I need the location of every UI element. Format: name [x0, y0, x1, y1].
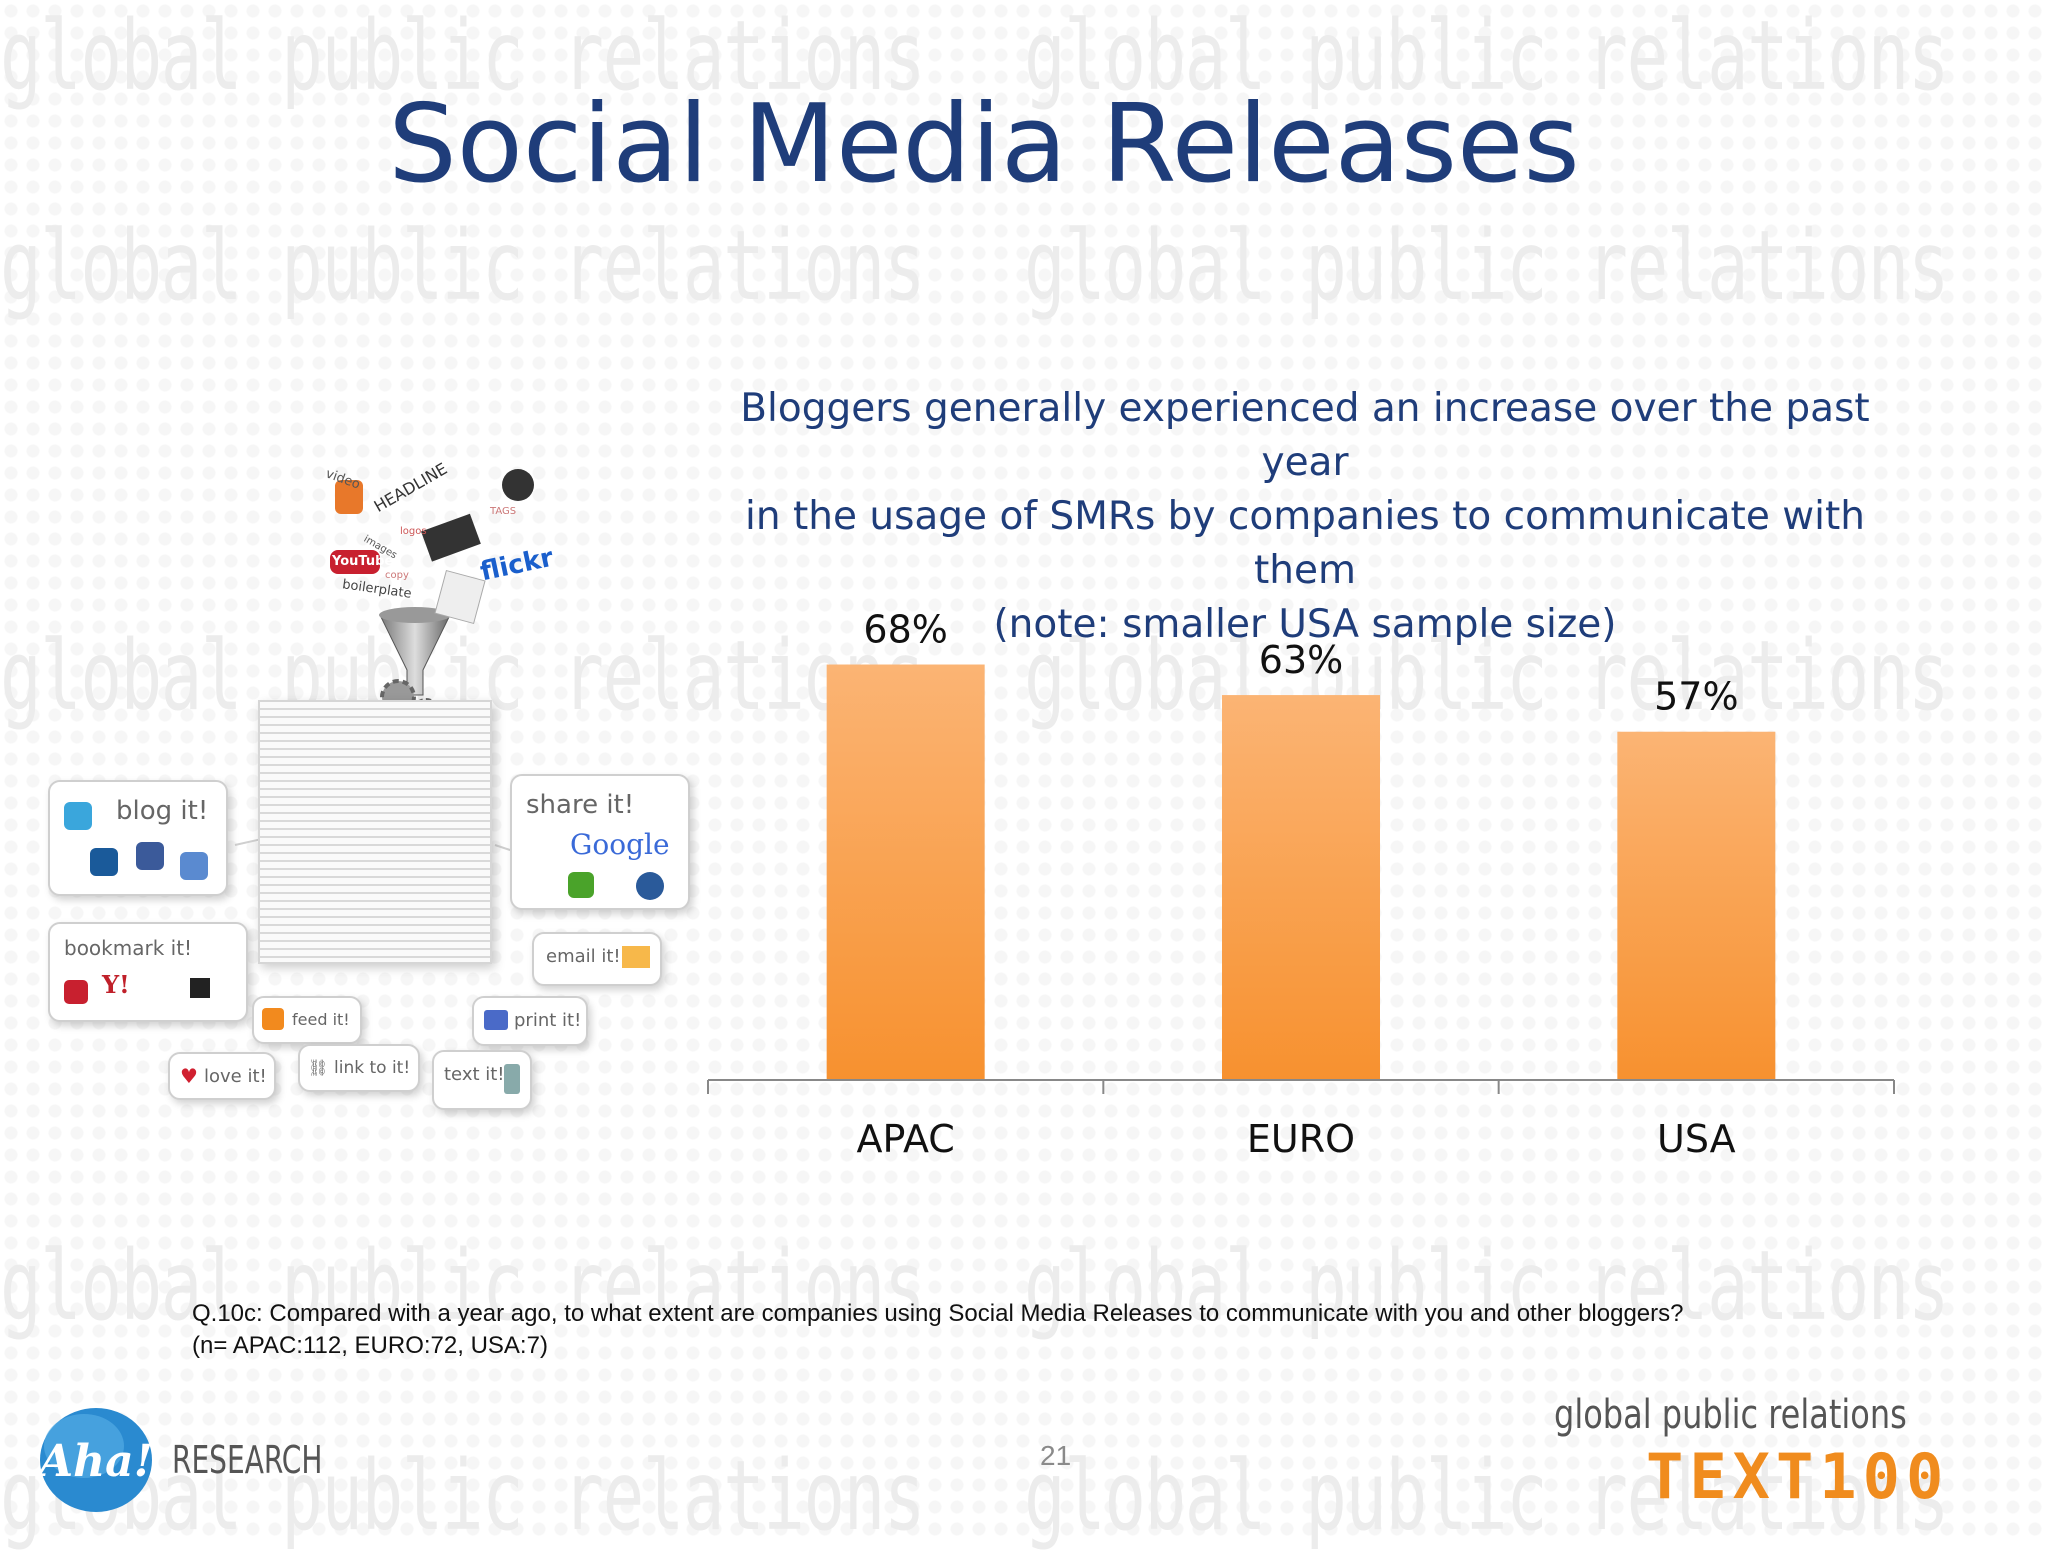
bar-apac — [826, 664, 985, 1080]
bubble-love-it: ♥ love it! — [168, 1052, 276, 1100]
heart-icon: ♥ — [180, 1064, 198, 1088]
bubble-blog-it: blog it! — [48, 780, 228, 896]
release-document — [258, 700, 492, 964]
subtitle-line: in the usage of SMRs by companies to com… — [745, 494, 1865, 593]
slide-title: Social Media Releases — [388, 82, 1580, 207]
bubble-print-it: print it! — [472, 996, 588, 1046]
text100-logo: global public relations TEXT100 — [1540, 1392, 2020, 1513]
aha-mark-text: Aha! — [35, 1436, 153, 1487]
x-tick-label: USA — [1657, 1117, 1736, 1161]
yahoo-icon: Y! — [102, 970, 130, 999]
rss-icon — [262, 1008, 284, 1030]
bubble-bookmark-it: bookmark it! Y! — [48, 922, 248, 1022]
note-line: Q.10c: Compared with a year ago, to what… — [192, 1300, 1684, 1327]
research-word: RESEARCH — [172, 1438, 323, 1482]
note-line: (n= APAC:112, EURO:72, USA:7) — [192, 1332, 548, 1359]
aha-research-logo: Aha! RESEARCH — [32, 1398, 322, 1523]
page-number: 21 — [1040, 1440, 1072, 1471]
subtitle-line: Bloggers generally experienced an increa… — [740, 386, 1870, 485]
data-label: 63% — [1259, 638, 1343, 682]
bubble-text-it: text it! — [432, 1050, 532, 1110]
smr-illustration: video HEADLINE logos images copy boilerp… — [40, 450, 690, 1150]
share-icon — [568, 872, 594, 898]
text100-brand: TEXT100 — [1646, 1440, 1950, 1513]
question-note: Q.10c: Compared with a year ago, to what… — [192, 1298, 1683, 1362]
facebook-icon — [136, 842, 164, 870]
bubble-link-to-it: ⛓ link to it! — [298, 1044, 420, 1092]
delicious-icon — [190, 978, 210, 998]
word-logos: logos — [400, 526, 427, 537]
linkedin-icon — [90, 848, 118, 876]
printer-icon — [484, 1010, 508, 1030]
social-icon — [180, 852, 208, 880]
chart-subtitle: Bloggers generally experienced an increa… — [700, 382, 1910, 652]
word-tags: TAGS — [490, 506, 517, 517]
x-tick-label: EURO — [1247, 1117, 1355, 1161]
subtitle-line: (note: smaller USA sample size) — [993, 602, 1617, 647]
sm-icon — [636, 872, 664, 900]
bar-usa — [1617, 731, 1776, 1080]
bookmark-icon — [64, 980, 88, 1004]
data-label: 57% — [1654, 675, 1738, 719]
text100-tagline: global public relations — [1554, 1392, 1907, 1438]
bar-euro — [1222, 695, 1380, 1080]
bubble-share-it: share it! Google — [510, 774, 690, 910]
x-tick-label: APAC — [856, 1117, 954, 1161]
bubble-email-it: email it! — [532, 932, 662, 986]
link-icon: ⛓ — [308, 1058, 329, 1077]
aha-logo-icon: Aha! — [35, 1408, 153, 1512]
word-copy: copy — [385, 570, 409, 581]
twitter-icon — [64, 802, 92, 830]
data-label: 68% — [863, 608, 947, 652]
bubble-feed-it: feed it! — [252, 996, 362, 1044]
google-icon: Google — [570, 828, 670, 861]
email-icon — [622, 946, 650, 968]
phone-icon — [504, 1064, 520, 1094]
word-youtube: YouTube — [332, 554, 394, 569]
